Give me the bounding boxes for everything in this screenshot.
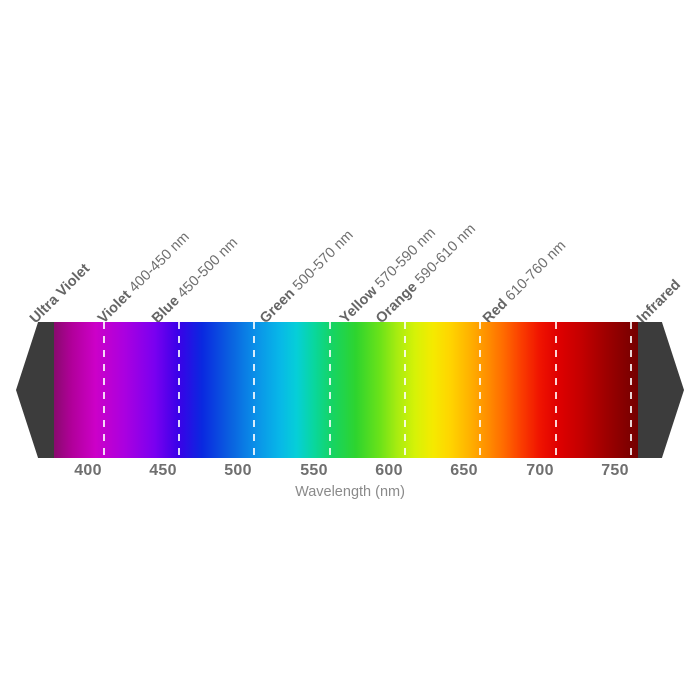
tick-label-700: 700 [526,462,554,479]
band-label-red: Red 610-760 nm [480,237,570,327]
tick-dash-450 [178,322,180,458]
tick-label-600: 600 [375,462,403,479]
tick-dash-550 [329,322,331,458]
band-name: Yellow [337,283,381,327]
tick-dash-500 [253,322,255,458]
tick-label-750: 750 [601,462,629,479]
tick-dash-650 [479,322,481,458]
infrared-arrow-icon [638,322,684,458]
band-name: Violet [95,287,135,327]
tick-label-450: 450 [149,462,177,479]
tick-label-550: 550 [300,462,328,479]
band-label-violet: Violet 400-450 nm [95,229,193,327]
tick-label-400: 400 [74,462,102,479]
band-name: Green [257,285,299,327]
axis-title: Wavelength (nm) [295,484,405,500]
band-name: Ultra Violet [27,260,94,327]
tick-dash-400 [103,322,105,458]
tick-dash-700 [555,322,557,458]
tick-label-650: 650 [450,462,478,479]
band-label-ultra-violet: Ultra Violet [27,260,94,327]
tick-dash-600 [404,322,406,458]
band-name: Infrared [634,276,685,327]
spectrum-bar [16,322,684,458]
tick-label-500: 500 [224,462,252,479]
band-label-infrared: Infrared [634,276,685,327]
band-range: 610-760 nm [502,237,570,305]
spectrum-gradient [54,322,646,458]
band-range: 500-570 nm [289,227,357,294]
tick-dash-750 [630,322,632,458]
